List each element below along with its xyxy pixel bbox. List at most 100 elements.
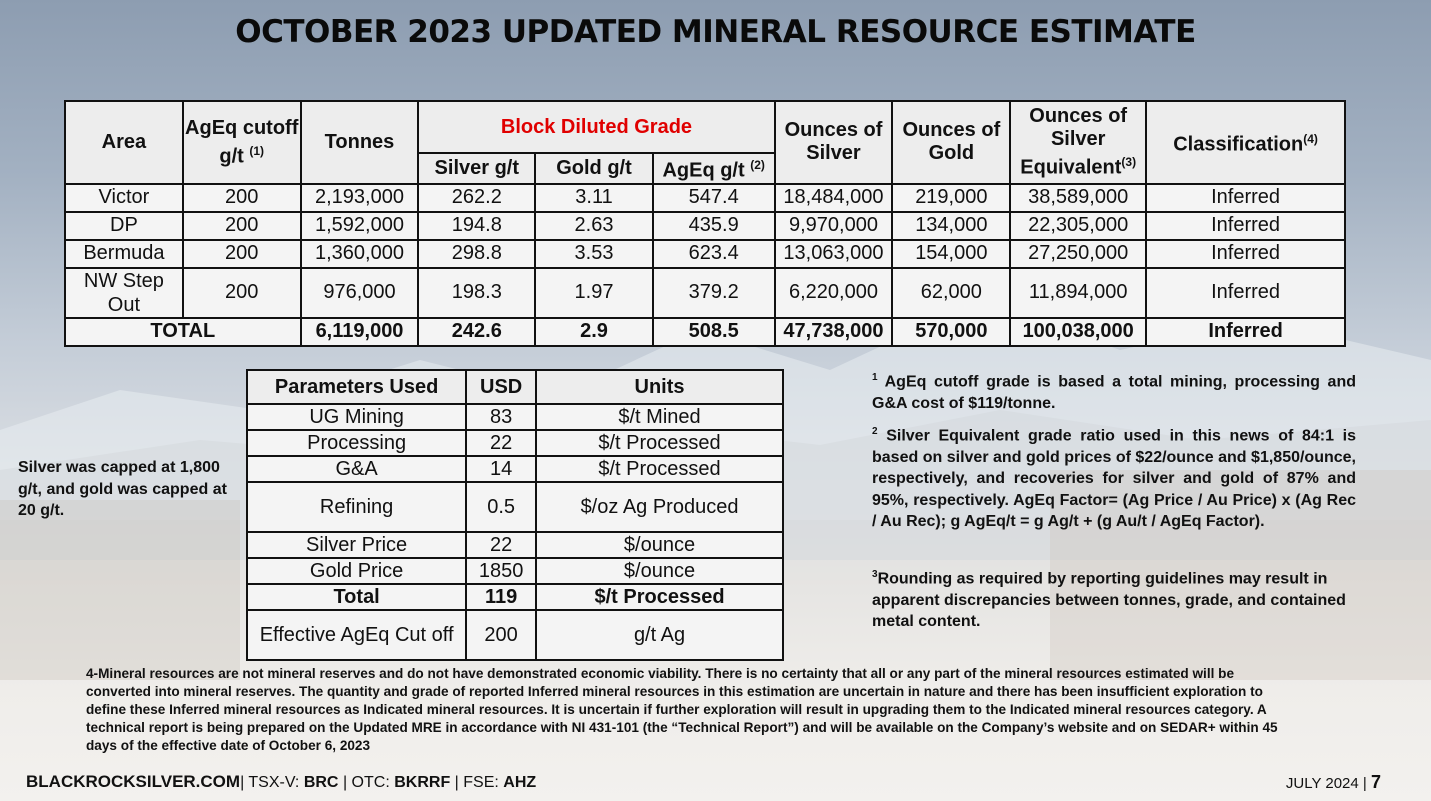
col-header-gold-gt: Gold g/t [534,152,654,185]
footnote-2: 2 Silver Equivalent grade ratio used in … [872,426,1356,531]
table-row: Silver Price 22 $/ounce [245,531,784,559]
cell-gold: 3.53 [534,238,654,269]
page-number: 7 [1370,772,1381,792]
table-row: Processing 22 $/t Processed [245,429,784,457]
col-header-tonnes: Tonnes [299,100,420,185]
cell-cutoff: 200 [181,210,302,241]
table-row: Refining 0.5 $/oz Ag Produced [245,481,784,533]
cell-classification: Inferred [1145,266,1346,319]
mineral-resource-table: Area AgEq cutoff g/t (1) Tonnes Block Di… [64,100,1346,347]
cell-usd: 119 [465,583,538,611]
cell-usd: 14 [465,455,538,483]
cell-units: $/t Processed [535,429,784,457]
cell-silver: 198.3 [417,266,537,319]
cell-total-label: TOTAL [64,316,302,347]
cell-units: $/ounce [535,531,784,559]
cell-ageq: 623.4 [651,238,776,269]
cell-units: g/t Ag [535,609,784,661]
cell-gold: 3.11 [534,182,654,213]
cell-oz-silver-eq: 11,894,000 [1009,266,1148,319]
capping-note: Silver was capped at 1,800 g/t, and gold… [18,459,227,519]
cell-parameter: Total [245,583,468,611]
table-total-row: TOTAL 6,119,000 242.6 2.9 508.5 47,738,0… [64,316,1346,347]
cell-usd: 22 [465,531,538,559]
col-header-usd: USD [465,369,538,405]
cell-area: DP [64,210,184,241]
separator: | [240,774,245,791]
cell-oz-silver-eq: 100,038,000 [1009,316,1148,347]
table-row: NW Step Out 200 976,000 198.3 1.97 379.2… [64,266,1346,319]
table-subheader-row: Silver g/t Gold g/t AgEq g/t (2) [65,152,1345,185]
cell-cutoff: 200 [181,182,302,213]
footer-right: JULY 2024 | 7 [1286,772,1381,793]
cell-oz-silver-eq: 22,305,000 [1009,210,1148,241]
footnote-1: 1 AgEq cutoff grade is based a total min… [872,372,1356,412]
table-row: G&A 14 $/t Processed [245,455,784,483]
cell-parameter: Refining [245,481,468,533]
cell-oz-gold: 134,000 [891,210,1012,241]
cell-oz-silver: 13,063,000 [773,238,894,269]
table-row: Gold Price 1850 $/ounce [245,557,784,585]
cell-silver: 242.6 [417,316,537,347]
cell-oz-silver-eq: 27,250,000 [1009,238,1148,269]
cell-ageq: 508.5 [651,316,776,347]
col-header-block-diluted-grade: Block Diluted Grade [417,100,776,154]
cell-oz-gold: 62,000 [891,266,1012,319]
cell-parameter: UG Mining [245,403,468,431]
cell-classification: Inferred [1145,238,1346,269]
separator: | [1362,775,1367,792]
col-header-area: Area [64,100,184,185]
cell-oz-gold: 154,000 [891,238,1012,269]
cell-tonnes: 6,119,000 [299,316,420,347]
cell-gold: 2.9 [534,316,654,347]
cell-usd: 1850 [465,557,538,585]
table-total-row: Total 119 $/t Processed [245,583,784,611]
cell-cutoff: 200 [181,266,302,319]
cell-area: Victor [64,182,184,213]
cell-units: $/t Mined [535,403,784,431]
cell-units: $/t Processed [535,583,784,611]
cell-oz-silver: 18,484,000 [773,182,894,213]
table-row: DP 200 1,592,000 194.8 2.63 435.9 9,970,… [64,210,1346,241]
cell-silver: 194.8 [417,210,537,241]
cell-tonnes: 1,360,000 [299,238,420,269]
cell-usd: 22 [465,429,538,457]
table-row: UG Mining 83 $/t Mined [245,403,784,431]
col-header-parameter: Parameters Used [245,369,468,405]
cell-oz-silver: 6,220,000 [773,266,894,319]
cell-area: NW Step Out [64,266,184,319]
website-link[interactable]: BLACKROCKSILVER.COM [26,772,241,791]
table-header-row: Parameters Used USD Units [245,369,784,405]
page-title: OCTOBER 2023 UPDATED MINERAL RESOURCE ES… [235,14,1196,50]
cell-oz-silver-eq: 38,589,000 [1009,182,1148,213]
separator: | [454,774,459,791]
cell-oz-gold: 570,000 [891,316,1012,347]
table-row: Bermuda 200 1,360,000 298.8 3.53 623.4 1… [64,238,1346,269]
cell-classification: Inferred [1145,316,1346,347]
col-header-ageq-gt: AgEq g/t (2) [651,152,776,185]
table-row: Effective AgEq Cut off 200 g/t Ag [245,609,784,661]
cell-ageq: 547.4 [651,182,776,213]
cell-classification: Inferred [1145,210,1346,241]
otc-ticker: BKRRF [394,774,451,791]
cell-parameter: G&A [245,455,468,483]
table-row: Victor 200 2,193,000 262.2 3.11 547.4 18… [64,182,1346,213]
footnote-4: 4-Mineral resources are not mineral rese… [86,666,1278,753]
cell-gold: 2.63 [534,210,654,241]
footer-left: BLACKROCKSILVER.COM| TSX-V: BRC | OTC: B… [26,772,536,792]
col-header-oz-silver: Ounces of Silver [773,100,894,185]
col-header-units: Units [535,369,784,405]
cell-usd: 200 [465,609,538,661]
cell-gold: 1.97 [534,266,654,319]
cell-silver: 262.2 [417,182,537,213]
cell-tonnes: 2,193,000 [299,182,420,213]
footer-date: JULY 2024 [1285,775,1359,792]
cell-units: $/ounce [535,557,784,585]
cell-tonnes: 976,000 [299,266,420,319]
cell-oz-silver: 47,738,000 [773,316,894,347]
otc-label: OTC: [351,774,390,791]
cell-silver: 298.8 [417,238,537,269]
separator: | [342,774,348,791]
cell-oz-silver: 9,970,000 [773,210,894,241]
cell-ageq: 435.9 [651,210,776,241]
